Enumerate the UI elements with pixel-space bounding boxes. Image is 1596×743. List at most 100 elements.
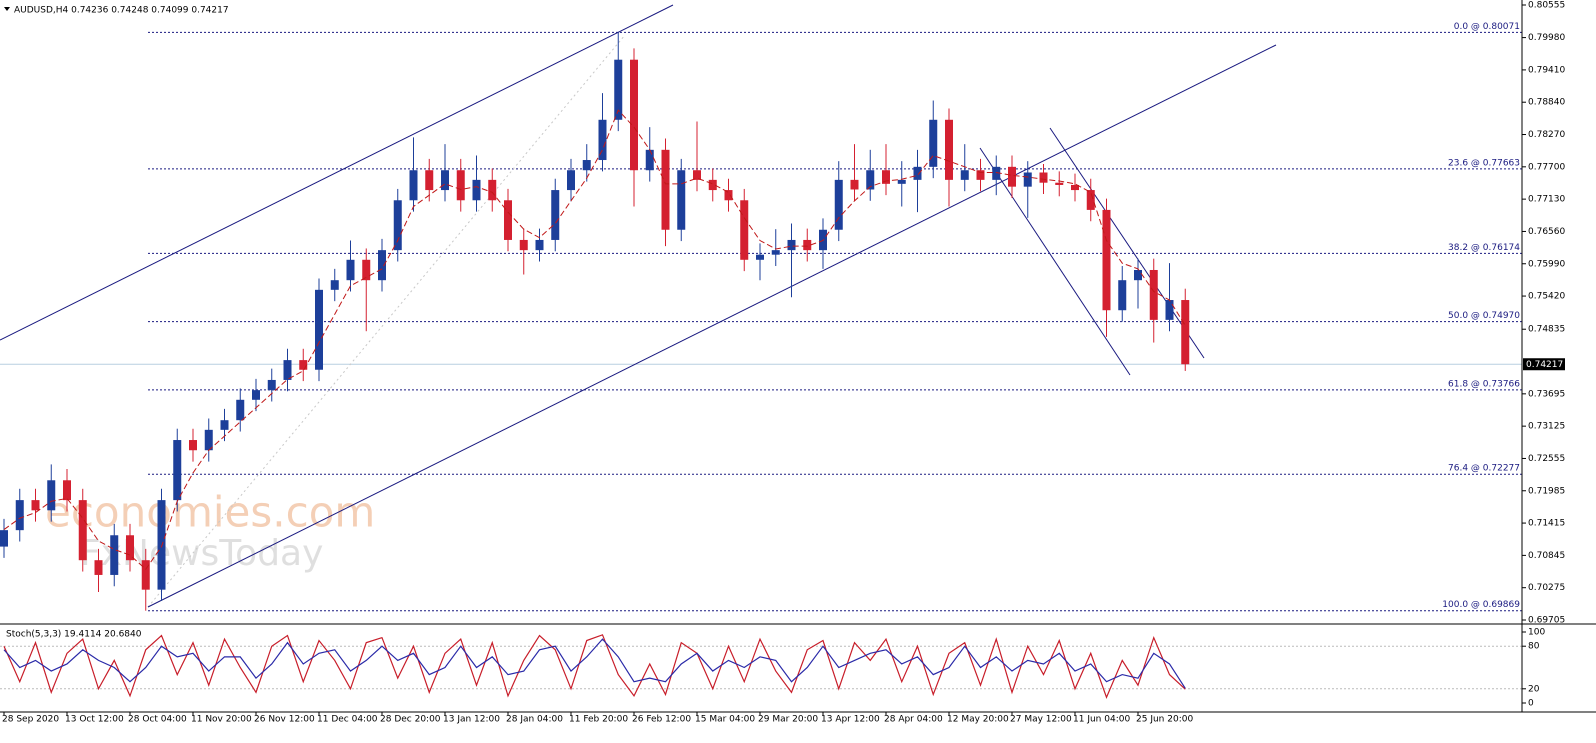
candle-body	[882, 170, 890, 184]
foreground-layer: 0.80555 0.79980 0.79410 0.78840 0.78270 0.777…	[0, 1, 1565, 725]
x-tick-label: 29 Mar 20:00	[758, 715, 818, 725]
y-tick-label: 0.77700	[1528, 162, 1565, 172]
candle-body	[425, 170, 434, 191]
channel-lower	[147, 44, 1277, 608]
x-tick-label: 13 Jan 12:00	[443, 715, 500, 725]
candle-body	[31, 500, 40, 511]
x-tick-label: 28 Apr 04:00	[884, 715, 943, 725]
y-tick-label: 0.70845	[1528, 551, 1565, 561]
candle-body	[866, 170, 875, 190]
current-price-box	[1523, 358, 1565, 371]
candle-body	[204, 429, 213, 451]
candle-body	[976, 170, 985, 180]
background-layer: 0.0 @ 0.80071 23.6 @ 0.77663 38.2 @ 0.7617…	[0, 22, 1522, 690]
candle-body	[661, 149, 670, 230]
candle-body	[897, 179, 906, 184]
y-tick-label: 0.71985	[1528, 486, 1565, 496]
y-tick-label: 0.73695	[1528, 389, 1565, 399]
y-tick-label: 0.76560	[1528, 227, 1565, 237]
candle-body	[1102, 209, 1111, 311]
fib-level-label: 38.2 @ 0.76174	[1448, 243, 1520, 253]
candle-body	[346, 259, 355, 281]
y-tick-label: 0.75990	[1528, 259, 1565, 269]
candle-body	[409, 170, 418, 201]
candle-body	[913, 166, 922, 180]
candle-body	[582, 160, 591, 171]
x-tick-label: 11 Nov 20:00	[191, 715, 252, 725]
candle-body	[693, 170, 701, 180]
fib-level-label: 0.0 @ 0.80071	[1454, 22, 1520, 32]
x-tick-label: 27 May 12:00	[1010, 715, 1072, 725]
candle-body	[472, 179, 481, 201]
candle-body	[1165, 300, 1174, 320]
candle-body	[504, 200, 512, 240]
candle-body	[378, 250, 386, 281]
down-channel-lower	[979, 147, 1131, 376]
candle-body	[992, 166, 1001, 180]
candle-body	[441, 170, 449, 191]
candle-body	[1118, 280, 1127, 311]
y-tick-label: 80	[1528, 642, 1540, 652]
y-tick-label: 0.72555	[1528, 454, 1565, 464]
channel-upper	[0, 4, 674, 341]
x-tick-label: 13 Oct 12:00	[65, 715, 124, 725]
candle-body	[330, 280, 339, 290]
candle-body	[1008, 166, 1016, 187]
candle-body	[126, 535, 134, 561]
fib-level-label: 23.6 @ 0.77663	[1448, 158, 1520, 168]
x-tick-label: 26 Feb 12:00	[632, 715, 691, 725]
y-tick-label: 0.79410	[1528, 65, 1565, 75]
x-tick-label: 28 Jan 04:00	[506, 715, 563, 725]
candle-body	[1149, 269, 1158, 320]
candle-body	[1039, 172, 1048, 183]
candle-body	[960, 170, 969, 180]
candle-body	[834, 179, 843, 230]
candle-body	[173, 440, 182, 501]
candle-body	[677, 170, 686, 230]
y-tick-label: 20	[1528, 684, 1540, 694]
candle-body	[78, 500, 87, 561]
x-tick-label: 15 Mar 04:00	[695, 715, 755, 725]
x-tick-label: 28 Dec 20:00	[380, 715, 441, 725]
candle-body	[756, 254, 764, 260]
candle-body	[252, 390, 260, 400]
y-tick-label: 0.77130	[1528, 195, 1565, 205]
fib-level-label: 100.0 @ 0.69869	[1442, 600, 1520, 610]
fib-level-label: 61.8 @ 0.73766	[1448, 379, 1520, 389]
candle-body	[708, 179, 717, 191]
candle-body	[267, 379, 276, 391]
x-tick-label: 11 Jun 04:00	[1073, 715, 1130, 725]
y-tick-label: 0.75420	[1528, 292, 1565, 302]
candle-body	[456, 170, 465, 201]
y-tick-label: 0.78270	[1528, 130, 1565, 140]
candle-body	[519, 239, 528, 251]
candle-body	[724, 190, 733, 201]
candle-body	[141, 560, 150, 590]
candle-body	[157, 500, 166, 590]
moving-average	[3, 109, 1186, 571]
watermark: economies.com	[45, 488, 375, 537]
candle-body	[551, 190, 560, 240]
candle-body	[47, 480, 56, 511]
candle-body	[362, 259, 371, 281]
y-tick-label: 0.80555	[1528, 1, 1565, 11]
candle-body	[1023, 172, 1032, 187]
oscillator-line	[3, 638, 1186, 689]
y-tick-label: 0.74835	[1528, 325, 1565, 335]
indicator-title: Stoch(5,3,3) 19.4114 20.6840	[6, 630, 142, 640]
x-tick-label: 28 Oct 04:00	[128, 715, 187, 725]
candle-body	[236, 399, 245, 421]
chart-title: AUDUSD,H4 0.74236 0.74248 0.74099 0.7421…	[14, 6, 229, 16]
candle-body	[945, 119, 953, 180]
candle-body	[488, 179, 497, 201]
x-tick-label: 13 Apr 12:00	[821, 715, 880, 725]
candle-body	[315, 289, 323, 370]
y-tick-label: 0.73125	[1528, 422, 1565, 432]
y-tick-label: 0.69705	[1528, 616, 1565, 626]
candle-body	[929, 119, 938, 167]
fib-level-label: 76.4 @ 0.72277	[1448, 464, 1520, 474]
x-tick-label: 26 Nov 12:00	[254, 715, 315, 725]
candle-body	[1181, 300, 1190, 365]
fib-trend-line	[147, 34, 626, 608]
